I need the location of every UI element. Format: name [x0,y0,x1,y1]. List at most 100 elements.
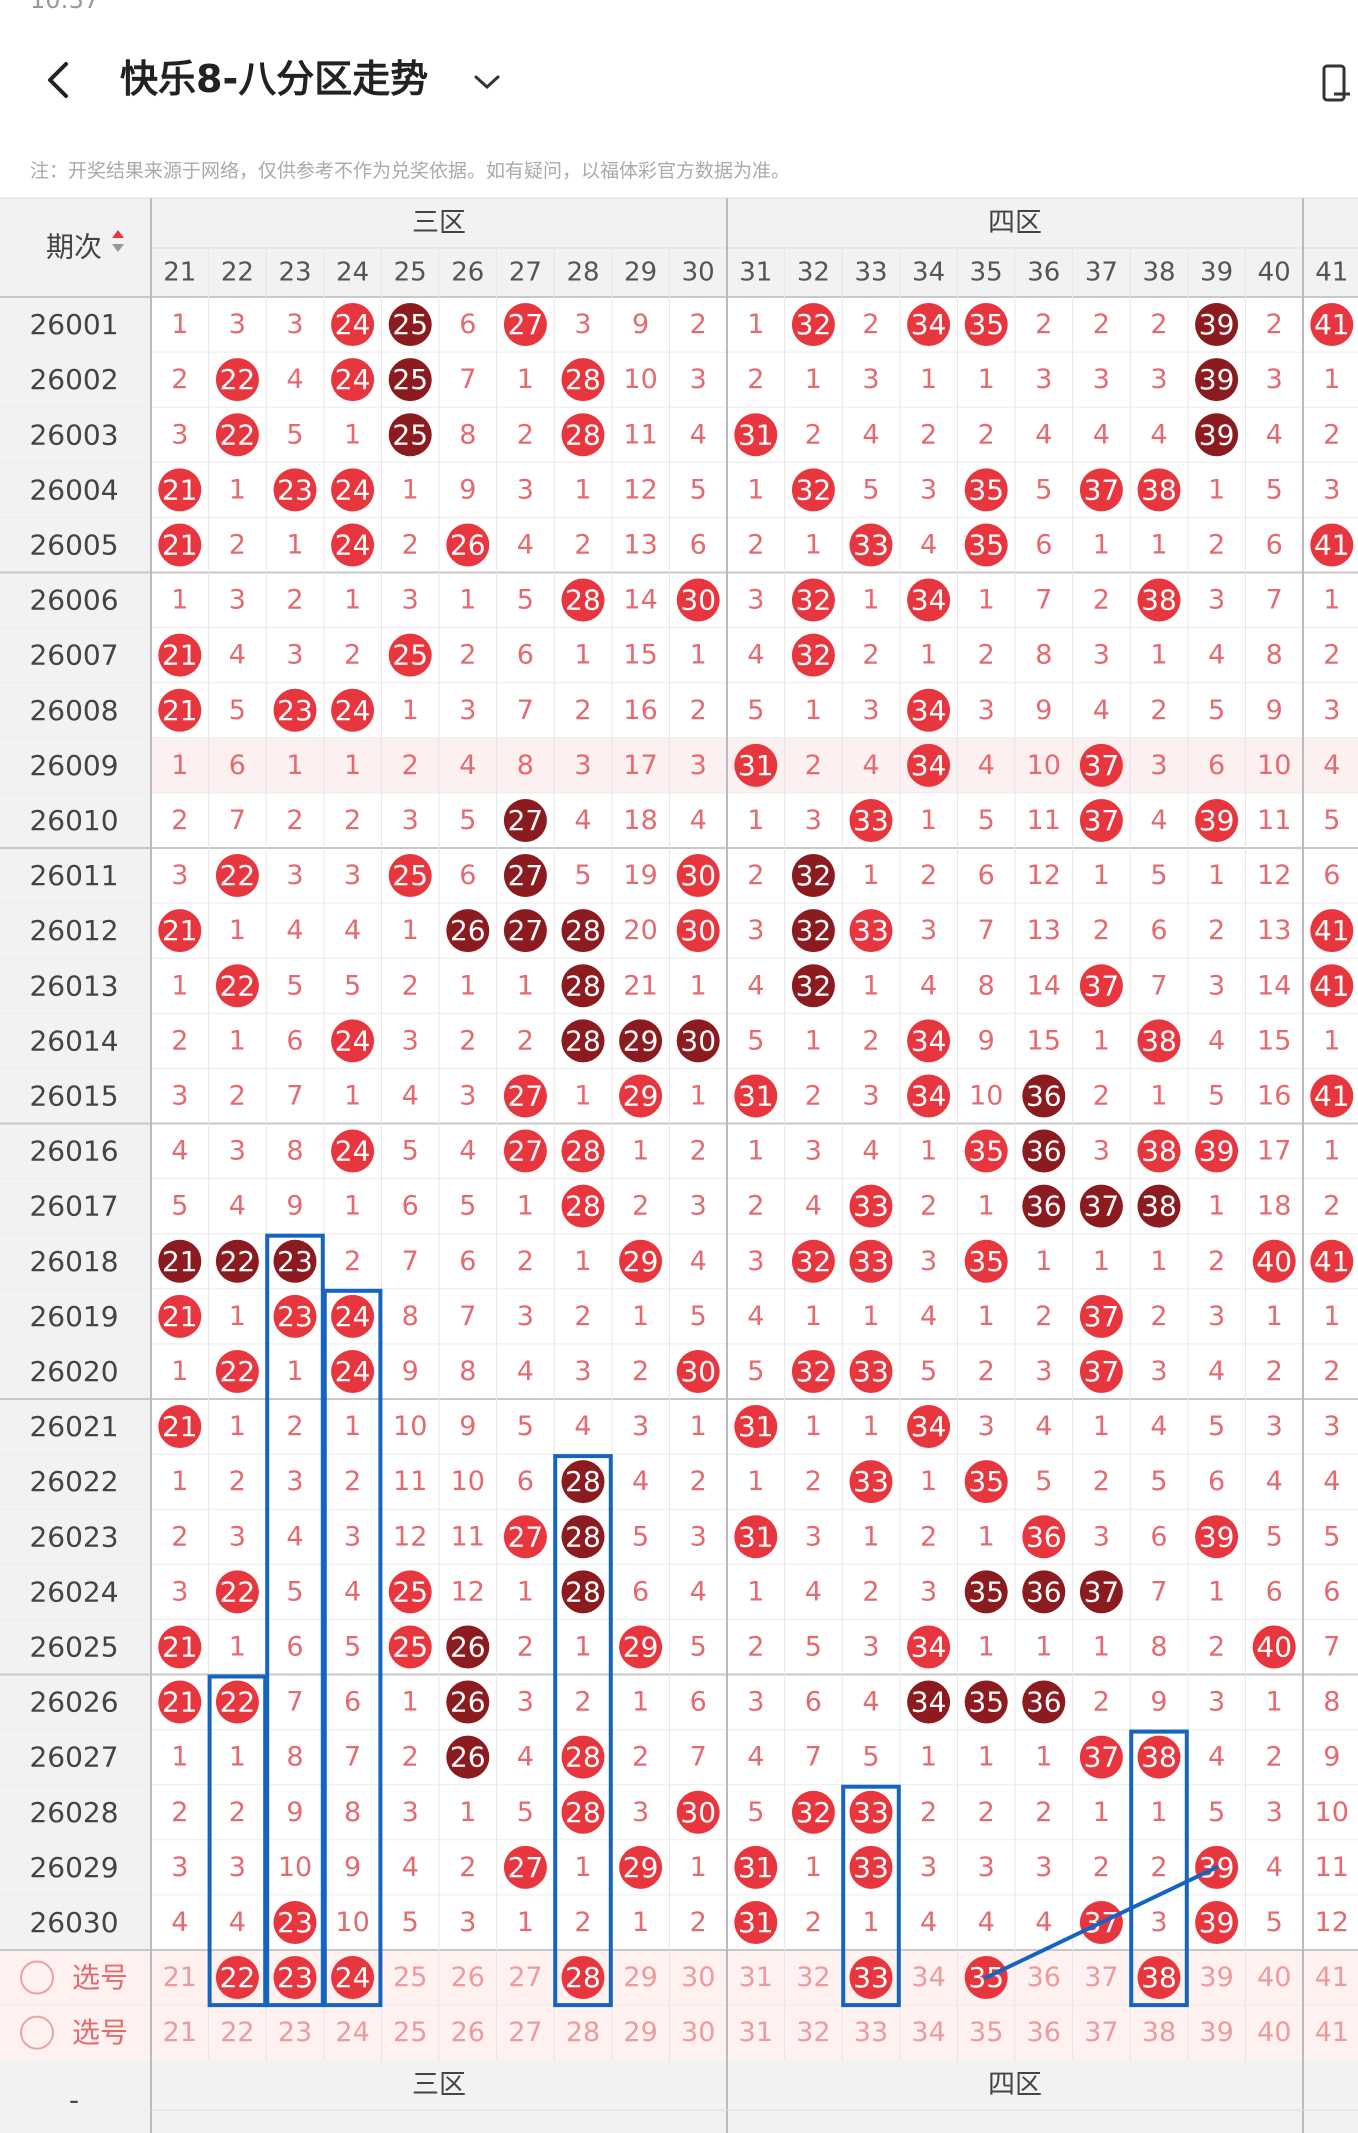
miss-count: 1 [459,1797,476,1828]
select-radio-icon[interactable] [20,2015,54,2050]
selectable-number[interactable]: 34 [911,2017,945,2048]
selected-number[interactable]: 38 [1141,1961,1177,1994]
selectable-number[interactable]: 35 [969,2017,1003,2048]
selected-ball[interactable] [331,1956,375,2000]
chevron-down-icon[interactable] [472,72,502,92]
miss-count: 3 [229,309,246,340]
selectable-number[interactable]: 33 [854,2017,888,2048]
selectable-number[interactable]: 37 [1084,2017,1118,2048]
selectable-number[interactable]: 21 [163,2017,197,2048]
drawn-ball [561,1460,605,1504]
ball-number: 39 [1199,308,1235,341]
selectable-number[interactable]: 36 [1027,1962,1061,1993]
column-header: 38 [1142,258,1175,288]
selectable-number[interactable]: 32 [796,1962,830,1993]
selectable-number[interactable]: 22 [220,2017,254,2048]
miss-count: 14 [623,585,657,616]
drawn-ball [791,909,835,953]
drawn-ball [791,1239,835,1283]
period-label: 26015 [29,1079,118,1112]
ball-number: 27 [508,859,544,892]
selectable-number[interactable]: 40 [1257,2017,1291,2048]
selectable-number[interactable]: 23 [278,2017,312,2048]
selectable-number[interactable]: 39 [1199,1962,1233,1993]
miss-count: 8 [1323,1687,1340,1718]
drawn-ball [1137,1129,1181,1173]
selectable-number[interactable]: 26 [451,1962,485,1993]
selected-number[interactable]: 22 [220,1961,256,1994]
selectable-number[interactable]: 26 [451,2017,485,2048]
ball-number: 35 [968,1465,1004,1498]
selected-number[interactable]: 33 [853,1961,889,1994]
miss-count: 1 [286,1356,303,1387]
selectable-number[interactable]: 25 [393,2017,427,2048]
miss-count: 7 [1266,585,1283,616]
selectable-number[interactable]: 24 [335,2017,369,2048]
selectable-number[interactable]: 37 [1084,1962,1118,1993]
selectable-number[interactable]: 31 [739,2017,773,2048]
selectable-number[interactable]: 41 [1315,2017,1349,2048]
selected-ball[interactable] [215,1956,259,2000]
ball-number: 29 [623,1024,659,1057]
selectable-number[interactable]: 38 [1142,2017,1176,2048]
selectable-number[interactable]: 27 [508,1962,542,1993]
selectable-number[interactable]: 34 [911,1962,945,1993]
select-radio-icon[interactable] [20,1960,54,1995]
miss-count: 1 [805,1025,822,1056]
selectable-number[interactable]: 25 [393,1962,427,1993]
miss-count: 3 [632,1797,649,1828]
drawn-ball [849,1239,893,1283]
selectable-number[interactable]: 36 [1027,2017,1061,2048]
selectable-number[interactable]: 41 [1315,1962,1349,1993]
miss-count: 6 [690,529,707,560]
miss-count: 2 [1035,309,1052,340]
sort-down-icon[interactable] [112,244,124,252]
period-header[interactable]: 期次 [46,231,102,264]
miss-count: 1 [747,805,764,836]
column-header: 21 [163,258,196,288]
miss-count: 5 [805,1631,822,1662]
miss-count: 1 [344,419,361,450]
page-title[interactable]: 快乐8-八分区走势 [120,57,429,101]
selected-ball[interactable] [849,1956,893,2000]
miss-count: 11 [451,1521,485,1552]
sort-up-icon[interactable] [112,230,124,238]
selectable-number[interactable]: 30 [681,2017,715,2048]
selected-number[interactable]: 28 [565,1961,601,1994]
miss-count: 4 [344,915,361,946]
chevron-left-icon[interactable] [40,60,80,100]
pick-row-label[interactable]: 选号 [72,2016,128,2049]
ball-number: 28 [565,584,601,617]
drawn-ball [849,909,893,953]
rotate-screen-icon[interactable] [1320,62,1352,104]
selectable-number[interactable]: 31 [739,1962,773,1993]
selected-number[interactable]: 23 [277,1961,313,1994]
miss-count: 1 [171,309,188,340]
miss-count: 3 [286,1466,303,1497]
ball-number: 27 [508,804,544,837]
selectable-number[interactable]: 28 [566,2017,600,2048]
selectable-number[interactable]: 21 [163,1962,197,1993]
selected-ball[interactable] [1137,1956,1181,2000]
miss-count: 6 [1323,1576,1340,1607]
miss-count: 11 [1257,805,1291,836]
drawn-ball [158,1239,202,1283]
miss-count: 2 [344,1246,361,1277]
selectable-number[interactable]: 40 [1257,1962,1291,1993]
selectable-number[interactable]: 29 [623,1962,657,1993]
miss-count: 4 [1266,1466,1283,1497]
pick-row-label[interactable]: 选号 [72,1961,128,1994]
miss-count: 4 [459,750,476,781]
selectable-number[interactable]: 30 [681,1962,715,1993]
selected-ball[interactable] [273,1956,317,2000]
selectable-number[interactable]: 29 [623,2017,657,2048]
selectable-number[interactable]: 32 [796,2017,830,2048]
selectable-number[interactable]: 27 [508,2017,542,2048]
selectable-number[interactable]: 39 [1199,2017,1233,2048]
miss-count: 3 [459,1080,476,1111]
ball-number: 38 [1141,1190,1177,1223]
selected-ball[interactable] [561,1956,605,2000]
selected-number[interactable]: 24 [335,1961,371,1994]
drawn-ball [734,1405,778,1449]
drawn-ball [676,1790,720,1834]
